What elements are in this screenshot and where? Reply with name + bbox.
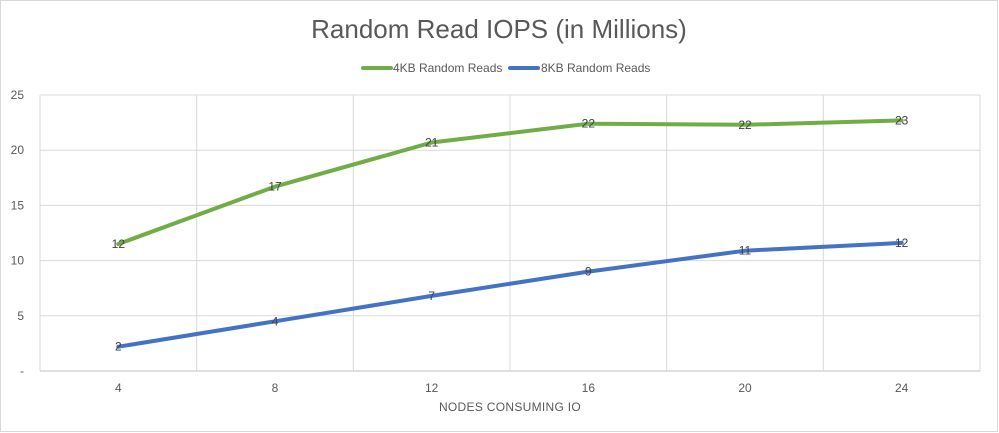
grid-layer [39, 94, 981, 372]
y-tick-label: - [20, 364, 24, 378]
data-label: 11 [739, 244, 752, 258]
series-layer [116, 118, 904, 349]
data-label: 21 [425, 135, 439, 149]
x-tick-label: 8 [272, 381, 279, 395]
legend-label-0: 4KB Random Reads [393, 61, 502, 75]
data-label: 2 [115, 340, 122, 354]
data-label: 12 [895, 236, 909, 250]
series-line-0 [116, 118, 904, 246]
data-label: 17 [268, 180, 282, 194]
chart-title: Random Read IOPS (in Millions) [311, 14, 687, 44]
legend: 4KB Random Reads 8KB Random Reads [361, 61, 650, 75]
x-axis-title: NODES CONSUMING IO [439, 400, 581, 414]
data-label: 22 [582, 117, 596, 131]
x-tick-label: 4 [115, 381, 122, 395]
y-tick-label: 25 [11, 88, 25, 102]
data-label: 22 [738, 118, 752, 132]
data-label: 23 [895, 113, 909, 127]
data-label: 4 [272, 314, 279, 328]
y-tick-label: 5 [17, 309, 24, 323]
data-label: 12 [112, 237, 126, 251]
y-tick-label: 10 [11, 254, 25, 268]
x-tick-label: 12 [425, 381, 439, 395]
legend-label-1: 8KB Random Reads [541, 61, 650, 75]
x-axis-ticks: 4 8 12 16 20 24 [115, 381, 909, 395]
data-label: 9 [585, 265, 592, 279]
x-tick-label: 16 [582, 381, 596, 395]
x-tick-label: 20 [738, 381, 752, 395]
data-label: 7 [428, 289, 435, 303]
series-line-1 [116, 240, 904, 349]
x-tick-label: 24 [895, 381, 909, 395]
y-axis-ticks: - 5 10 15 20 25 [11, 88, 25, 378]
y-tick-label: 15 [11, 198, 25, 212]
y-tick-label: 20 [11, 143, 25, 157]
